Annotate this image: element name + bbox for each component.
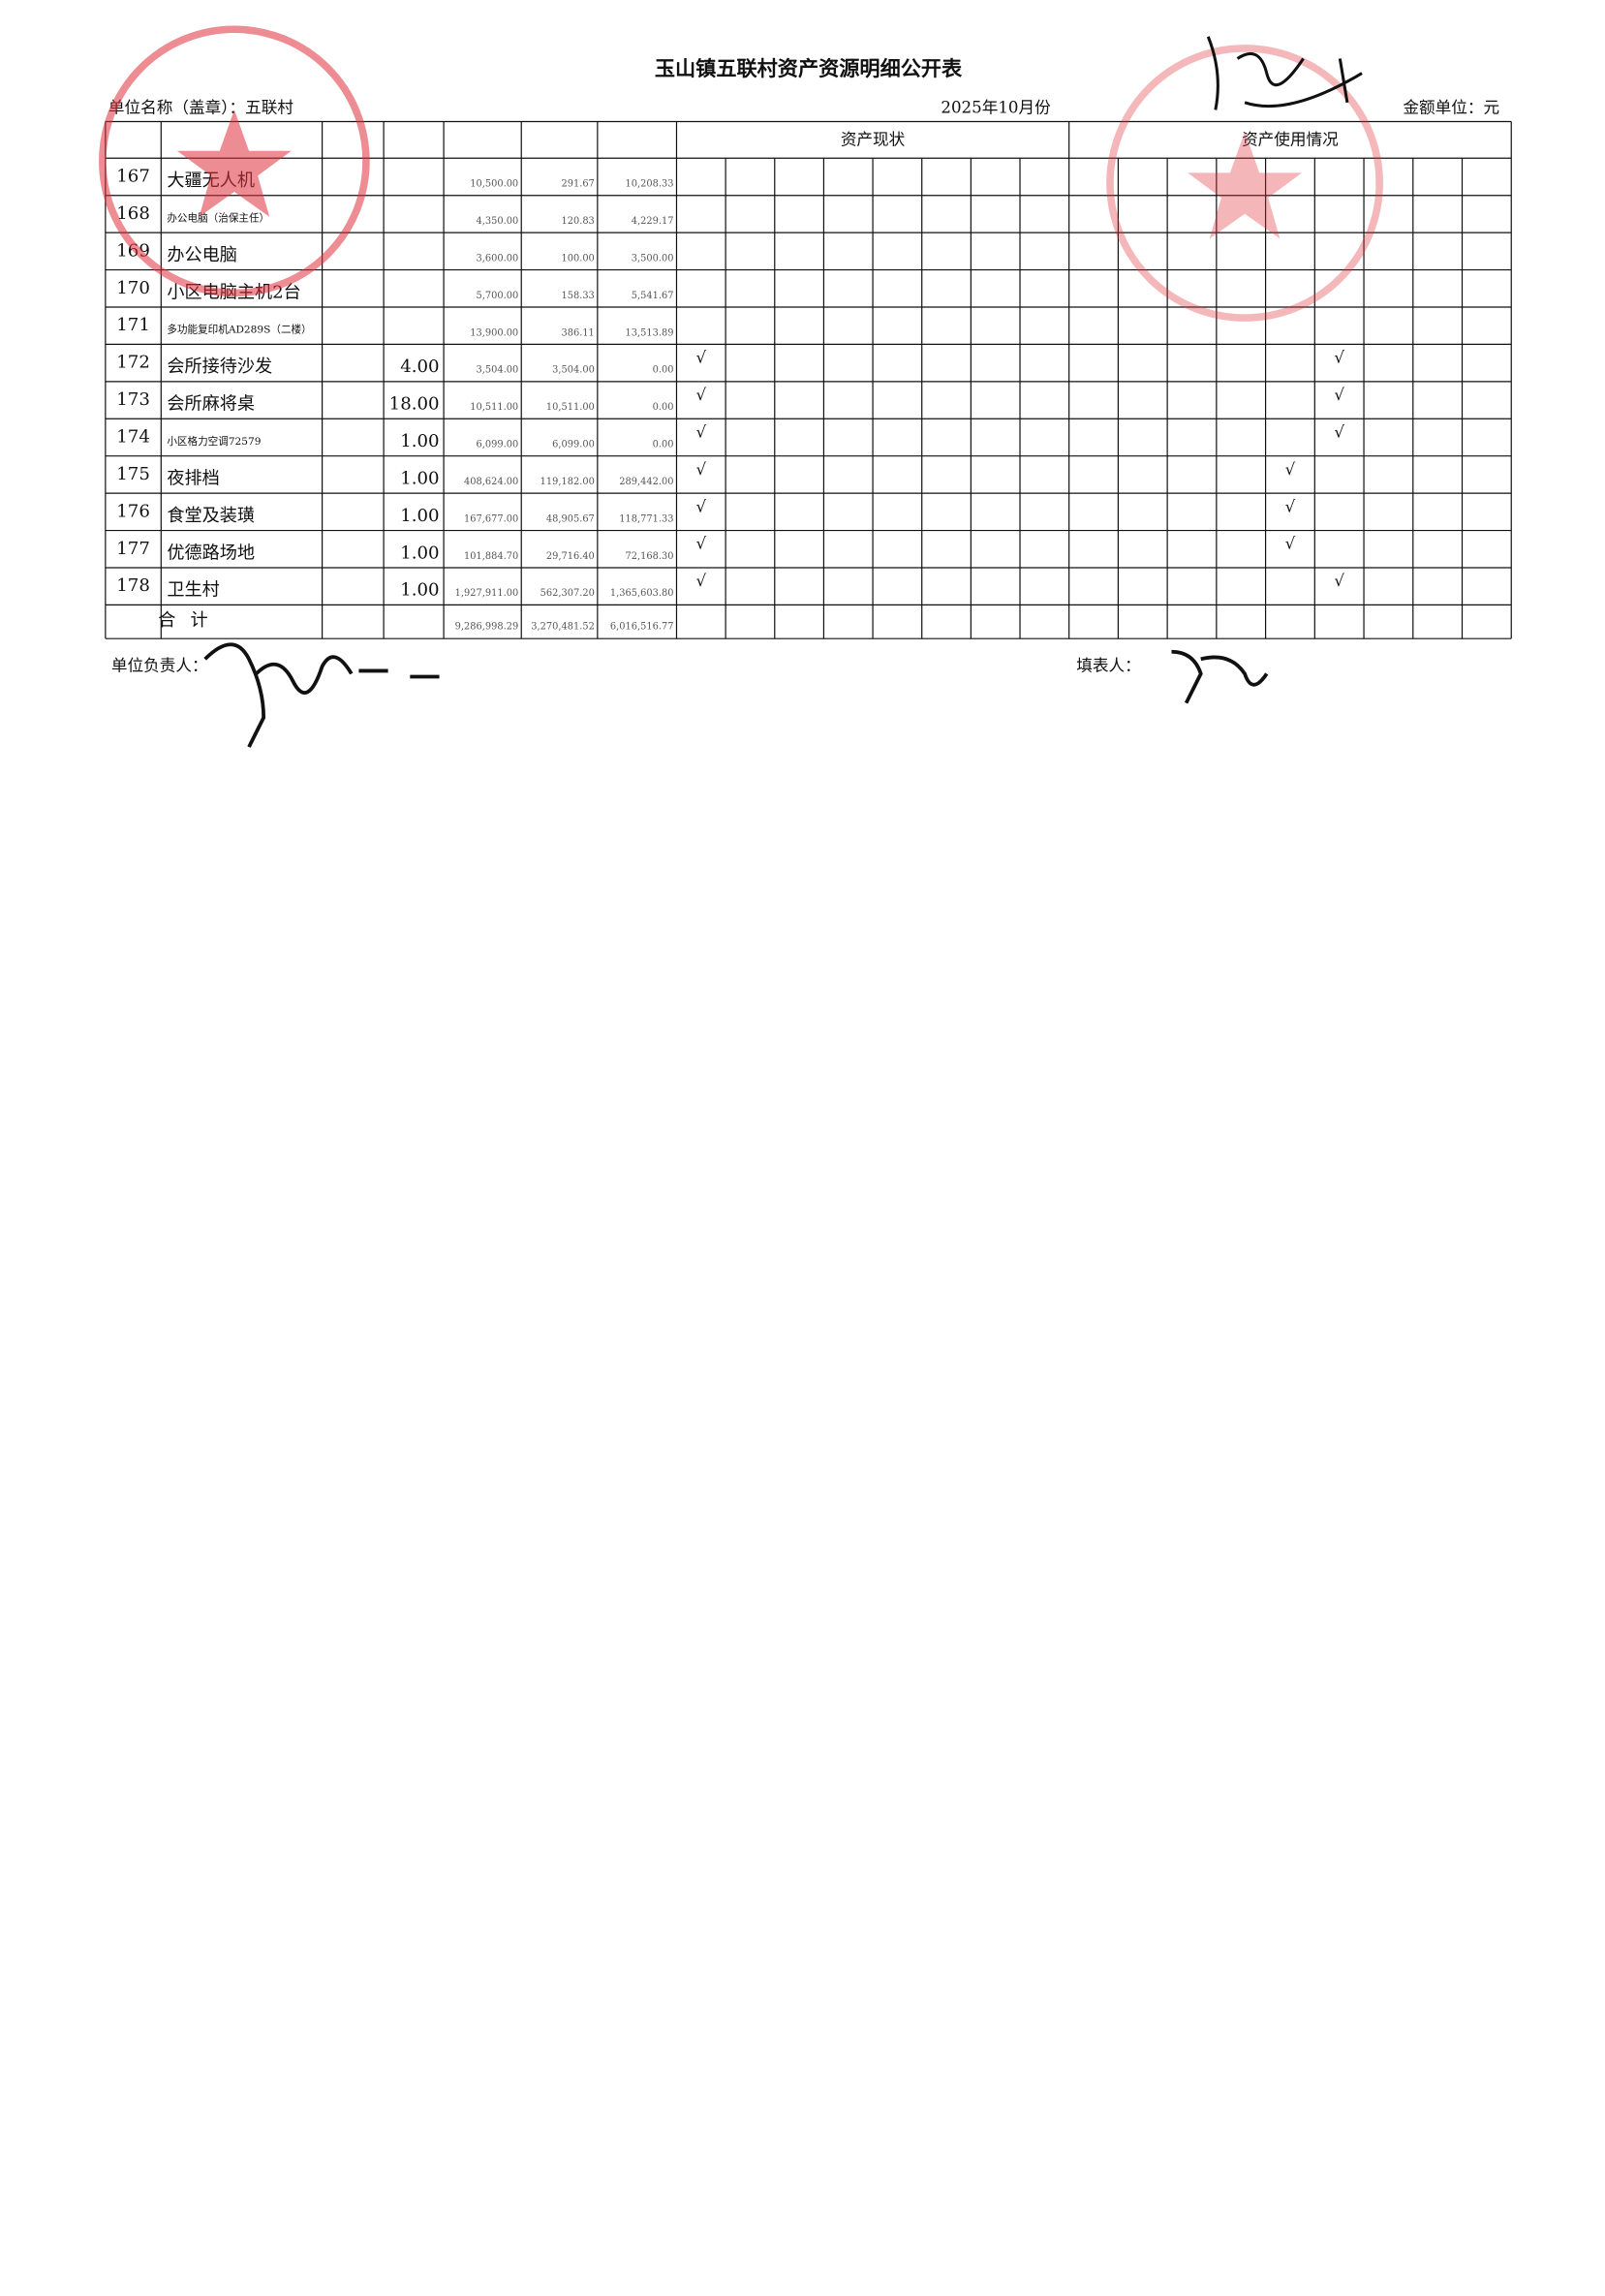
row-name: 办公电脑: [167, 245, 237, 265]
row-amount: 291.67: [561, 179, 594, 190]
row-amount: 562,307.20: [540, 588, 595, 599]
row-no: 175: [116, 464, 150, 484]
signature-approval: [1206, 36, 1363, 110]
row-amount: 13,900.00: [470, 327, 518, 338]
row-amount: 5,700.00: [476, 291, 518, 301]
usage-check: √: [1285, 460, 1296, 479]
stamp-right: [1106, 45, 1383, 322]
row-name: 办公电脑（治保主任）: [167, 211, 269, 224]
row-qty: 1.00: [400, 468, 439, 488]
total-amount: 6,016,516.77: [610, 622, 674, 633]
usage-check: √: [1334, 386, 1344, 404]
row-amount: 3,504.00: [552, 365, 595, 376]
row-qty: 1.00: [400, 543, 439, 563]
row-name: 优德路场地: [167, 543, 255, 563]
row-no: 170: [116, 278, 150, 298]
row-amount: 118,771.33: [619, 513, 673, 524]
row-amount: 10,511.00: [470, 402, 518, 413]
row-amount: 100.00: [561, 253, 594, 264]
row-name: 夜排档: [167, 468, 219, 488]
row-amount: 4,229.17: [632, 216, 674, 227]
total-amount: 9,286,998.29: [455, 622, 519, 633]
row-amount: 10,511.00: [546, 402, 595, 413]
stamp-left: [99, 25, 370, 297]
row-amount: 408,624.00: [464, 477, 518, 487]
row-no: 167: [116, 166, 150, 186]
row-amount: 10,208.33: [626, 179, 674, 190]
row-name: 会所接待沙发: [167, 357, 272, 377]
row-amount: 4,350.00: [476, 216, 518, 227]
row-qty: 18.00: [389, 394, 440, 415]
usage-check: √: [1285, 497, 1296, 515]
row-amount: 119,182.00: [540, 477, 595, 487]
row-amount: 48,905.67: [546, 513, 595, 524]
row-no: 174: [116, 426, 150, 447]
row-name: 多功能复印机AD289S（二楼）: [167, 324, 311, 336]
usage-check: √: [1334, 572, 1344, 590]
row-amount: 0.00: [653, 402, 674, 413]
status-check: √: [696, 460, 707, 479]
row-amount: 1,365,603.80: [610, 588, 674, 599]
row-amount: 120.83: [561, 216, 594, 227]
currency: 金额单位：元: [1403, 98, 1499, 116]
row-no: 177: [116, 539, 150, 559]
status-check: √: [696, 497, 707, 515]
row-amount: 3,500.00: [632, 253, 674, 264]
row-amount: 72,168.30: [626, 551, 674, 562]
row-no: 172: [116, 353, 150, 373]
signature-leader: [203, 642, 440, 748]
row-qty: 4.00: [400, 357, 439, 377]
title: 玉山镇五联村资产资源明细公开表: [655, 56, 963, 80]
row-amount: 29,716.40: [546, 551, 595, 562]
row-amount: 5,541.67: [632, 291, 674, 301]
row-amount: 0.00: [653, 440, 674, 450]
row-amount: 167,677.00: [464, 513, 518, 524]
row-amount: 386.11: [561, 327, 594, 338]
row-amount: 13,513.89: [626, 327, 674, 338]
row-qty: 1.00: [400, 506, 439, 526]
row-amount: 1,927,911.00: [455, 588, 519, 599]
row-no: 173: [116, 389, 150, 410]
row-name: 会所麻将桌: [167, 394, 255, 415]
row-amount: 6,099.00: [476, 440, 518, 450]
status-check: √: [696, 535, 707, 553]
row-amount: 289,442.00: [619, 477, 673, 487]
period: 2025年10月份: [941, 98, 1051, 116]
status-check: √: [696, 572, 707, 590]
row-amount: 0.00: [653, 365, 674, 376]
preparer: 填表人：: [1076, 656, 1141, 674]
total-label: 合计: [158, 610, 223, 631]
row-qty: 1.00: [400, 580, 439, 601]
row-no: 168: [116, 203, 150, 224]
row-qty: 1.00: [400, 431, 439, 451]
row-amount: 3,600.00: [476, 253, 518, 264]
row-amount: 101,884.70: [464, 551, 518, 562]
unit: 单位名称（盖章）：五联村: [108, 98, 294, 116]
status-check: √: [696, 422, 707, 441]
row-amount: 10,500.00: [470, 179, 518, 190]
row-amount: 6,099.00: [552, 440, 595, 450]
status-header: 资产现状: [841, 131, 906, 149]
row-no: 176: [116, 501, 150, 521]
usage-check: √: [1334, 422, 1344, 441]
row-amount: 158.33: [561, 291, 594, 301]
status-check: √: [696, 349, 707, 367]
row-no: 171: [116, 315, 150, 335]
row-no: 178: [116, 575, 150, 596]
status-check: √: [696, 386, 707, 404]
total-amount: 3,270,481.52: [531, 622, 595, 633]
leader: 单位负责人：: [111, 656, 208, 674]
usage-check: √: [1334, 349, 1344, 367]
table: 167大疆无人机10,500.00291.6710,208.33168办公电脑（…: [105, 120, 1512, 639]
usage-header: 资产使用情况: [1242, 131, 1339, 149]
row-name: 食堂及装璜: [167, 506, 255, 526]
row-name: 小区格力空调72579: [167, 435, 261, 448]
signature-preparer: [1171, 649, 1269, 704]
row-amount: 3,504.00: [476, 365, 518, 376]
usage-check: √: [1285, 535, 1296, 553]
row-name: 卫生村: [167, 580, 219, 601]
